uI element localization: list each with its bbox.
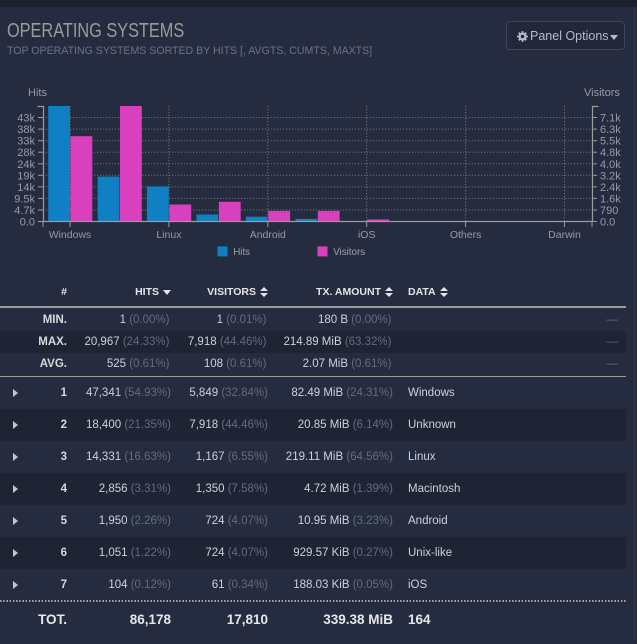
svg-text:4.0k: 4.0k — [600, 159, 621, 171]
svg-text:14k: 14k — [17, 182, 35, 194]
svg-text:19k: 19k — [17, 170, 35, 182]
svg-text:Hits: Hits — [28, 87, 47, 99]
svg-text:Linux: Linux — [156, 229, 182, 241]
svg-text:9.5k: 9.5k — [14, 193, 35, 205]
svg-text:6.3k: 6.3k — [600, 124, 621, 136]
svg-text:Darwin: Darwin — [548, 229, 581, 241]
svg-text:43k: 43k — [17, 113, 35, 125]
svg-text:Others: Others — [450, 229, 482, 241]
svg-text:33k: 33k — [17, 136, 35, 148]
svg-text:0.0: 0.0 — [600, 217, 615, 229]
svg-text:2.4k: 2.4k — [600, 182, 621, 194]
svg-text:Android: Android — [250, 229, 286, 241]
svg-text:iOS: iOS — [358, 229, 376, 241]
svg-text:Visitors: Visitors — [584, 87, 620, 99]
svg-text:28k: 28k — [17, 147, 35, 159]
svg-text:38k: 38k — [17, 124, 35, 136]
svg-text:1.6k: 1.6k — [600, 193, 621, 205]
svg-text:Visitors: Visitors — [333, 247, 365, 258]
svg-text:0.0: 0.0 — [20, 217, 35, 229]
svg-text:7.1k: 7.1k — [600, 113, 621, 125]
svg-text:5.5k: 5.5k — [600, 136, 621, 148]
svg-text:3.2k: 3.2k — [600, 170, 621, 182]
svg-text:4.7k: 4.7k — [14, 205, 35, 217]
svg-text:Windows: Windows — [49, 229, 92, 241]
svg-text:4.8k: 4.8k — [600, 147, 621, 159]
svg-text:790: 790 — [600, 205, 618, 217]
svg-text:Hits: Hits — [233, 247, 250, 258]
svg-text:24k: 24k — [17, 159, 35, 171]
